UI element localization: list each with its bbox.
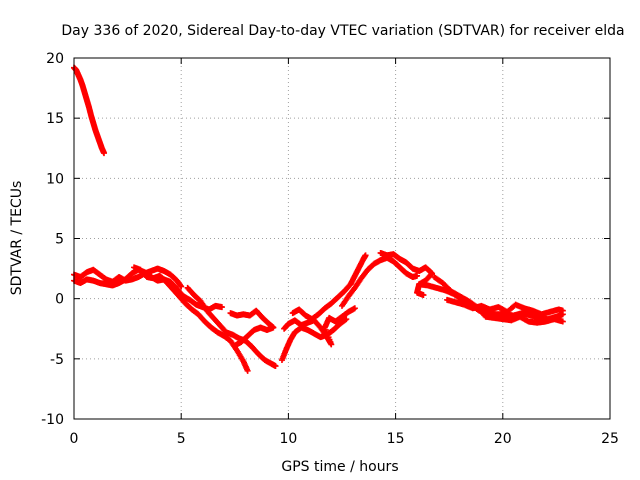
y-tick-label: 0 — [55, 292, 64, 308]
series-track-12 — [431, 274, 566, 326]
x-tick-label: 0 — [70, 431, 79, 447]
data-point — [218, 304, 225, 311]
data-point — [559, 318, 566, 325]
y-tick-label: 20 — [46, 51, 64, 67]
data-point — [420, 292, 427, 299]
data-point — [231, 342, 238, 349]
grid — [74, 58, 610, 419]
chart-title: Day 336 of 2020, Sidereal Day-to-day VTE… — [61, 23, 624, 39]
data-point — [101, 150, 108, 157]
x-tick-label: 10 — [279, 431, 297, 447]
series-layer — [71, 64, 566, 374]
x-tick-label: 20 — [494, 431, 512, 447]
data-point — [414, 272, 421, 279]
series-track-13 — [444, 296, 566, 318]
y-tick-label: 15 — [46, 111, 64, 127]
series-track-5 — [227, 307, 277, 349]
data-point — [351, 305, 358, 312]
x-axis-label: GPS time / hours — [281, 459, 398, 475]
y-tick-label: 5 — [55, 232, 64, 248]
data-point — [244, 367, 251, 374]
data-point — [559, 307, 566, 314]
x-tick-label: 15 — [387, 431, 405, 447]
data-point — [343, 316, 350, 323]
data-point — [272, 363, 279, 370]
series-track-9 — [339, 254, 421, 309]
series-track-7 — [281, 305, 358, 348]
y-tick-label: 10 — [46, 171, 64, 187]
data-point — [178, 283, 185, 290]
y-axis-label: SDTVAR / TECUs — [9, 181, 25, 296]
data-point — [362, 252, 369, 259]
series-track-3 — [131, 264, 251, 374]
y-tick-label: -5 — [50, 352, 64, 368]
series-early-steep — [71, 64, 108, 157]
tick-labels: 0 5 10 15 20 25 -10 -5 0 5 10 15 20 — [41, 51, 619, 447]
series-track-6 — [278, 316, 350, 364]
x-tick-label: 25 — [601, 431, 619, 447]
y-tick-label: -10 — [41, 412, 64, 428]
series-track-4 — [184, 284, 279, 370]
series-track-8 — [289, 252, 369, 323]
x-tick-label: 5 — [177, 431, 186, 447]
ticks — [73, 57, 611, 420]
